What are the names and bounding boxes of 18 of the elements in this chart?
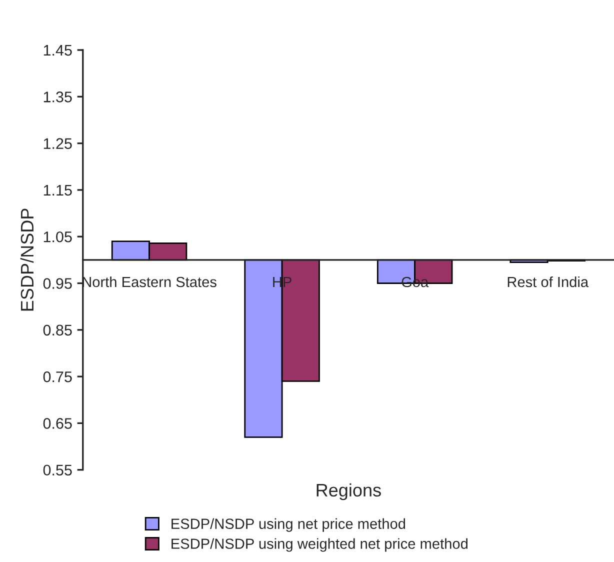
x-axis-title: Regions bbox=[316, 483, 381, 500]
legend-label: ESDP/NSDP using net price method bbox=[172, 518, 406, 532]
x-tick-label: Goa bbox=[402, 276, 429, 288]
x-tick-label: HP bbox=[273, 276, 292, 288]
y-tick-label: 1.05 bbox=[44, 231, 72, 242]
y-tick-label: 1.15 bbox=[44, 184, 72, 196]
legend-label: ESDP/NSDP using weighted net price method bbox=[172, 538, 468, 552]
y-tick-label: 0.85 bbox=[43, 324, 72, 336]
x-tick-label: Rest of India bbox=[508, 276, 589, 288]
y-tick-label: 1.35 bbox=[44, 92, 72, 102]
y-axis-title: ESDP/NSDP bbox=[20, 208, 34, 311]
y-tick-label: 0.95 bbox=[43, 278, 72, 289]
y-tick-label: 0.65 bbox=[43, 418, 72, 429]
x-tick-label: North Eastern States bbox=[82, 276, 216, 288]
y-tick-label: 1.25 bbox=[44, 138, 72, 149]
y-tick-label: 0.55 bbox=[43, 464, 72, 476]
y-tick-label: 0.75 bbox=[43, 371, 72, 382]
y-tick-label: 1.45 bbox=[44, 45, 72, 56]
